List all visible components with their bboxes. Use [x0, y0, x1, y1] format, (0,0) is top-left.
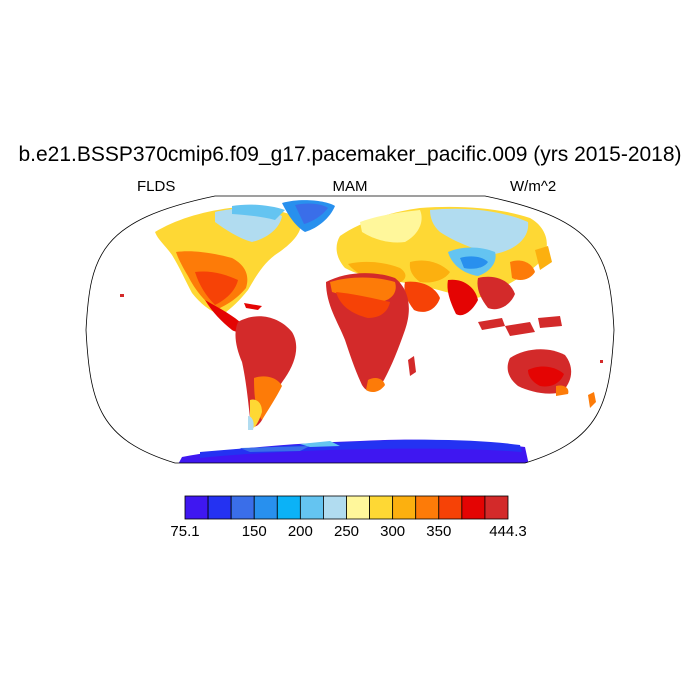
- colorbar-swatch: [299, 495, 324, 520]
- colorbar-swatch: [230, 495, 255, 520]
- colorbar-swatch: [207, 495, 232, 520]
- antarctica-coast: [200, 439, 522, 458]
- colorbar-swatch: [253, 495, 278, 520]
- colorbar-swatch: [323, 495, 347, 520]
- colorbar-swatch: [369, 495, 394, 520]
- plot-title: b.e21.BSSP370cmip6.f09_g17.pacemaker_pac…: [18, 143, 682, 166]
- colorbar-swatch: [392, 495, 417, 520]
- variable-label: FLDS: [137, 178, 176, 195]
- colorbar-swatch: [438, 495, 463, 520]
- colorbar-swatch: [346, 495, 370, 520]
- south-america: [235, 316, 297, 427]
- colorbar-swatch: [461, 495, 486, 520]
- colorbar-tick-label: 444.3: [489, 523, 527, 540]
- colorbar-tick-label: 200: [287, 523, 313, 540]
- colorbar-swatch: [484, 495, 509, 520]
- colorbar-swatch: [415, 495, 440, 520]
- colorbar-tick-label: 250: [333, 523, 360, 540]
- colorbar-swatch: [276, 495, 301, 520]
- colorbar-tick-label: 350: [426, 523, 452, 540]
- season-label: MAM: [332, 178, 368, 195]
- colorbar-tick-label: 300: [380, 523, 406, 540]
- colorbar-tick-label: 150: [241, 523, 267, 540]
- colorbar-swatch: [184, 495, 209, 520]
- map-outline: [85, 195, 615, 464]
- units-label: W/m^2: [510, 178, 557, 195]
- colorbar-tick-label: 75.1: [170, 523, 200, 540]
